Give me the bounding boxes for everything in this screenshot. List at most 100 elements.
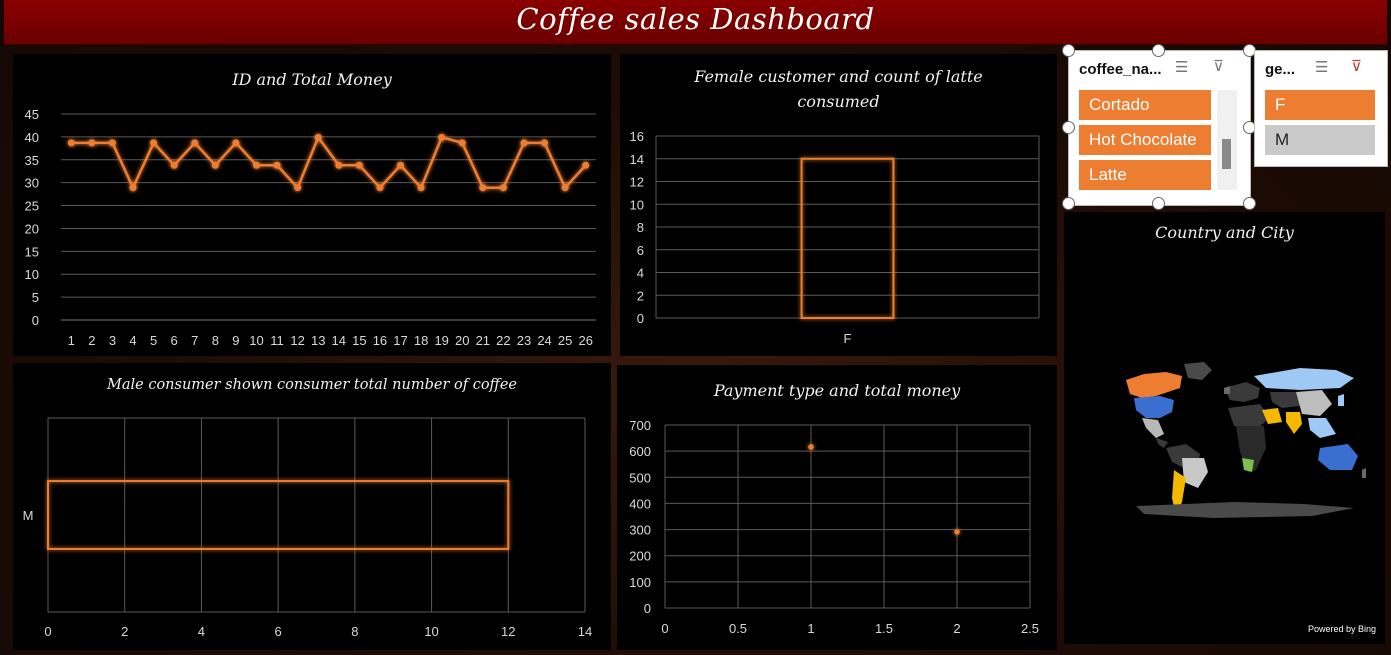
x-tick-label: 12 bbox=[501, 624, 515, 639]
slicer-item-m[interactable]: M bbox=[1265, 125, 1375, 155]
data-point bbox=[314, 133, 322, 141]
y-tick-label: 200 bbox=[629, 549, 651, 564]
y-tick-label: 700 bbox=[629, 418, 651, 433]
y-tick-label: 6 bbox=[637, 243, 644, 258]
map-panel[interactable]: Country and City Powered by Bing bbox=[1064, 212, 1385, 644]
slicer-item-f[interactable]: F bbox=[1265, 90, 1375, 120]
male-bar-chart[interactable]: 0 2 4 6 8 10 12 14 M bbox=[13, 363, 611, 650]
map-region-uk bbox=[1224, 386, 1230, 394]
y-tick-label: 10 bbox=[25, 267, 39, 282]
data-point bbox=[479, 184, 487, 192]
data-point bbox=[273, 161, 281, 169]
map-region-russia bbox=[1254, 368, 1354, 390]
y-tick-label: 25 bbox=[25, 199, 39, 214]
data-point bbox=[294, 184, 302, 192]
y-tick-label: 300 bbox=[629, 523, 651, 538]
slicer-header: coffee_na... bbox=[1079, 61, 1162, 78]
x-tick-label: 14 bbox=[332, 333, 346, 348]
x-tick-label: 24 bbox=[537, 333, 551, 348]
x-tick-label: 2 bbox=[953, 621, 960, 636]
y-tick-label: 100 bbox=[629, 575, 651, 590]
data-point bbox=[232, 139, 240, 147]
id-total-money-panel[interactable]: ID and Total Money 0 5 10 15 20 25 30 35 40 45 1 2 3… bbox=[13, 54, 611, 356]
map-credit: Powered by Bing bbox=[1307, 624, 1376, 634]
resize-handle[interactable] bbox=[1152, 44, 1165, 57]
map-region-central-asia bbox=[1270, 392, 1300, 408]
y-tick-label: 15 bbox=[25, 244, 39, 259]
y-tick-label: M bbox=[23, 508, 34, 523]
scatter-chart[interactable]: 0 100 200 300 400 500 600 700 0 0.5 1 1.5 2 2.5 bbox=[617, 365, 1057, 650]
y-tick-label: 0 bbox=[644, 601, 651, 616]
map-region-south-africa bbox=[1242, 458, 1254, 472]
x-tick-label: 0 bbox=[661, 621, 668, 636]
coffee-name-slicer[interactable]: coffee_na... ☰ ⊽ Cortado Hot Chocolate L… bbox=[1068, 50, 1251, 206]
x-tick-label: 1 bbox=[68, 333, 75, 348]
chart-title: ID and Total Money bbox=[232, 70, 392, 89]
chart-title: Male consumer shown consumer total numbe… bbox=[107, 377, 517, 393]
x-tick-label: 18 bbox=[414, 333, 428, 348]
slicer-item-latte[interactable]: Latte bbox=[1079, 160, 1211, 190]
x-tick-label: 26 bbox=[578, 333, 592, 348]
clear-filter-icon[interactable]: ⊽ bbox=[1213, 57, 1224, 75]
slicer-item-hot-chocolate[interactable]: Hot Chocolate bbox=[1079, 125, 1211, 155]
resize-handle[interactable] bbox=[1062, 197, 1075, 210]
map-region-africa-north bbox=[1228, 404, 1270, 426]
map-region-central-america bbox=[1156, 438, 1168, 448]
map-region-canada bbox=[1126, 372, 1182, 398]
x-tick-label: 2 bbox=[88, 333, 95, 348]
map-region-brazil bbox=[1182, 458, 1208, 488]
resize-handle[interactable] bbox=[1243, 197, 1256, 210]
y-tick-label: 12 bbox=[630, 175, 644, 190]
x-tick-label: 17 bbox=[393, 333, 407, 348]
multi-select-icon[interactable]: ☰ bbox=[1175, 58, 1189, 76]
x-tick-label: 5 bbox=[150, 333, 157, 348]
slicer-item-cortado[interactable]: Cortado bbox=[1079, 90, 1211, 120]
chart-title: Payment type and total money bbox=[713, 381, 961, 400]
data-point bbox=[397, 161, 405, 169]
female-bar-chart[interactable]: 0 2 4 6 8 10 12 14 16 F bbox=[620, 54, 1057, 356]
multi-select-icon[interactable]: ☰ bbox=[1315, 58, 1329, 76]
data-point bbox=[355, 161, 363, 169]
map-region-mexico bbox=[1142, 418, 1164, 438]
x-tick-label: 2.5 bbox=[1021, 621, 1039, 636]
data-point bbox=[458, 139, 466, 147]
y-tick-label: 16 bbox=[630, 129, 644, 144]
x-tick-label: 23 bbox=[517, 333, 531, 348]
x-tick-label: F bbox=[844, 331, 852, 346]
resize-handle[interactable] bbox=[1152, 197, 1165, 210]
resize-handle[interactable] bbox=[1062, 121, 1075, 134]
slicer-scroll-thumb[interactable] bbox=[1222, 139, 1231, 169]
x-tick-label: 16 bbox=[373, 333, 387, 348]
y-tick-label: 30 bbox=[25, 176, 39, 191]
clear-filter-icon[interactable]: ⊽ bbox=[1351, 57, 1362, 75]
payment-type-panel[interactable]: Payment type and total money 0 100 200 300 4… bbox=[617, 365, 1057, 650]
dashboard-title-bar: Coffee sales Dashboard bbox=[4, 0, 1387, 45]
data-point bbox=[191, 139, 199, 147]
female-latte-panel[interactable]: Female customer and count of latte consu… bbox=[620, 54, 1057, 356]
y-tick-label: 5 bbox=[32, 290, 39, 305]
x-tick-label: 0.5 bbox=[729, 621, 747, 636]
data-point bbox=[88, 139, 96, 147]
x-tick-label: 4 bbox=[129, 333, 136, 348]
data-point bbox=[438, 133, 446, 141]
y-tick-label: 600 bbox=[629, 444, 651, 459]
x-tick-label: 11 bbox=[270, 333, 284, 348]
y-tick-label: 35 bbox=[25, 153, 39, 168]
gender-slicer[interactable]: ge... ☰ ⊽ F M bbox=[1254, 50, 1388, 167]
x-tick-label: 13 bbox=[311, 333, 325, 348]
map-region-europe bbox=[1224, 382, 1260, 402]
y-tick-label: 2 bbox=[637, 288, 644, 303]
male-coffee-panel[interactable]: Male consumer shown consumer total numbe… bbox=[13, 363, 611, 650]
data-point bbox=[67, 139, 75, 147]
y-tick-label: 500 bbox=[629, 470, 651, 485]
x-tick-label: 9 bbox=[232, 333, 239, 348]
resize-handle[interactable] bbox=[1062, 44, 1075, 57]
world-map[interactable] bbox=[1064, 212, 1385, 644]
data-point bbox=[129, 184, 137, 192]
slicer-scrollbar[interactable] bbox=[1217, 90, 1237, 190]
y-tick-label: 14 bbox=[630, 152, 644, 167]
data-point bbox=[211, 161, 219, 169]
x-tick-label: 10 bbox=[424, 624, 438, 639]
y-tick-label: 40 bbox=[25, 130, 39, 145]
